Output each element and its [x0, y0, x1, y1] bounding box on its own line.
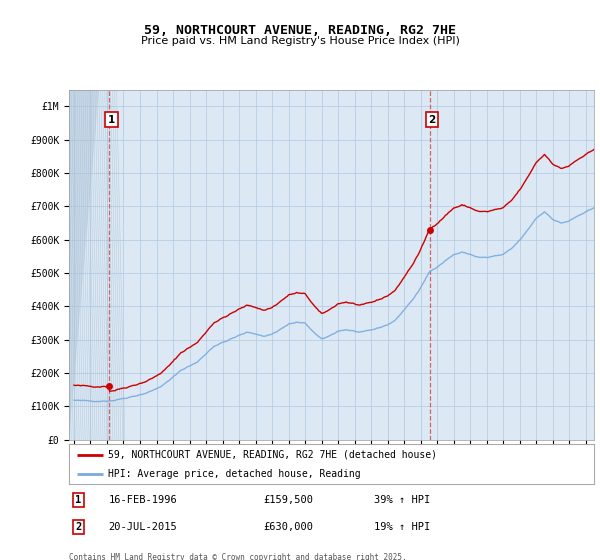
- Text: 19% ↑ HPI: 19% ↑ HPI: [373, 522, 430, 532]
- Text: £159,500: £159,500: [263, 495, 313, 505]
- Text: 1: 1: [76, 495, 82, 505]
- Text: 59, NORTHCOURT AVENUE, READING, RG2 7HE: 59, NORTHCOURT AVENUE, READING, RG2 7HE: [144, 24, 456, 36]
- Text: 20-JUL-2015: 20-JUL-2015: [109, 522, 177, 532]
- Polygon shape: [69, 90, 99, 440]
- Text: 1: 1: [108, 115, 115, 125]
- Text: 39% ↑ HPI: 39% ↑ HPI: [373, 495, 430, 505]
- Text: 16-FEB-1996: 16-FEB-1996: [109, 495, 177, 505]
- Text: 2: 2: [428, 115, 436, 125]
- Text: HPI: Average price, detached house, Reading: HPI: Average price, detached house, Read…: [109, 469, 361, 478]
- Text: Contains HM Land Registry data © Crown copyright and database right 2025.
This d: Contains HM Land Registry data © Crown c…: [69, 553, 407, 560]
- Text: 2: 2: [76, 522, 82, 532]
- Text: Price paid vs. HM Land Registry's House Price Index (HPI): Price paid vs. HM Land Registry's House …: [140, 36, 460, 46]
- Text: 59, NORTHCOURT AVENUE, READING, RG2 7HE (detached house): 59, NORTHCOURT AVENUE, READING, RG2 7HE …: [109, 450, 437, 460]
- Text: £630,000: £630,000: [263, 522, 313, 532]
